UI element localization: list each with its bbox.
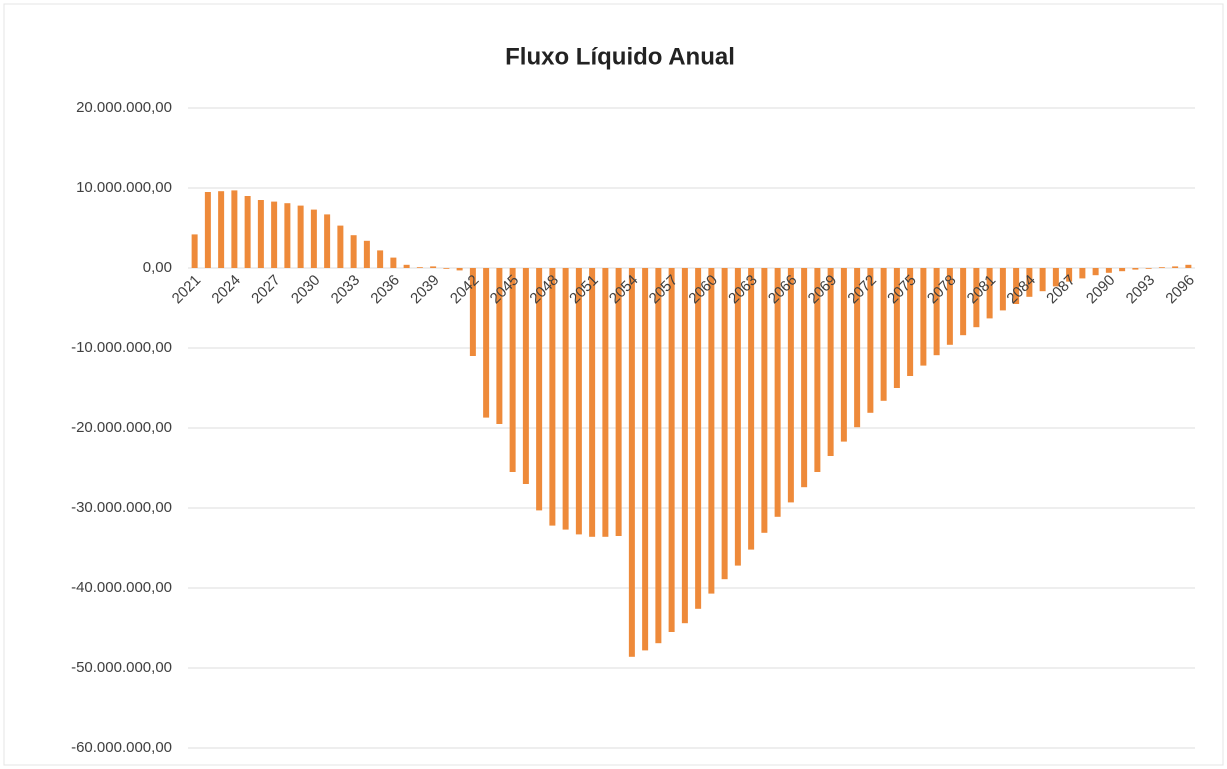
bar (536, 268, 543, 511)
bar (1039, 268, 1046, 292)
bar (575, 268, 582, 535)
bar (681, 268, 688, 624)
bar (483, 268, 490, 418)
bar (284, 203, 291, 268)
bar (615, 268, 622, 536)
bar (324, 214, 331, 268)
bar (1119, 268, 1126, 272)
bar (403, 264, 410, 268)
bar (787, 268, 794, 503)
bar (1145, 268, 1152, 269)
bar (840, 268, 847, 442)
bar (695, 268, 702, 609)
bar (655, 268, 662, 644)
bar (973, 268, 980, 328)
bar (668, 268, 675, 632)
bar (416, 267, 423, 268)
bar (1026, 268, 1033, 297)
bar (748, 268, 755, 550)
y-tick-label: -40.000.000,00 (71, 579, 172, 596)
bar (801, 268, 808, 488)
bar (734, 268, 741, 566)
bar (814, 268, 821, 472)
bar (1172, 266, 1179, 268)
bar (774, 268, 781, 517)
y-tick-label: -10.000.000,00 (71, 339, 172, 356)
bar (549, 268, 556, 526)
bar (562, 268, 569, 530)
y-tick-label: 10.000.000,00 (76, 179, 172, 196)
bar (946, 268, 953, 345)
bar (1052, 268, 1059, 287)
bar (204, 192, 211, 268)
bar (337, 225, 344, 268)
bar (363, 240, 370, 268)
bar (430, 266, 437, 268)
bar (920, 268, 927, 366)
bar (257, 200, 264, 268)
bar (628, 268, 635, 657)
bar (456, 268, 463, 271)
y-tick-label: 20.000.000,00 (76, 99, 172, 116)
bar (1013, 268, 1020, 304)
bar (999, 268, 1006, 311)
bar (191, 234, 198, 268)
bar (1066, 268, 1073, 282)
bar (1092, 268, 1099, 276)
bar (893, 268, 900, 388)
bar (880, 268, 887, 401)
bar (377, 250, 384, 268)
bar (602, 268, 609, 537)
bar (443, 268, 450, 269)
bar (390, 257, 397, 268)
bar (761, 268, 768, 533)
bar (218, 191, 225, 268)
chart-frame (3, 3, 1224, 766)
bar (310, 209, 317, 268)
bar (642, 268, 649, 651)
y-tick-label: 0,00 (143, 259, 172, 276)
bar (522, 268, 529, 484)
bar (1185, 264, 1192, 268)
bar (231, 190, 238, 268)
bar (827, 268, 834, 456)
bar (933, 268, 940, 356)
y-tick-label: -60.000.000,00 (71, 739, 172, 756)
bar (1105, 268, 1112, 273)
bar (867, 268, 874, 413)
chart-title: Fluxo Líquido Anual (505, 43, 735, 70)
bar (907, 268, 914, 376)
bar (271, 201, 278, 268)
bar (721, 268, 728, 580)
bar (960, 268, 967, 336)
bar (350, 235, 357, 268)
bar (1079, 268, 1086, 279)
y-tick-label: -50.000.000,00 (71, 659, 172, 676)
bar (297, 205, 304, 268)
bar (509, 268, 516, 472)
bar (1158, 267, 1165, 268)
bar (708, 268, 715, 594)
bar (469, 268, 476, 356)
y-tick-label: -30.000.000,00 (71, 499, 172, 516)
bar (496, 268, 503, 424)
bar (589, 268, 596, 537)
bar (1132, 268, 1139, 270)
bar (986, 268, 993, 319)
y-tick-label: -20.000.000,00 (71, 419, 172, 436)
bar (244, 196, 251, 268)
bar (854, 268, 861, 428)
